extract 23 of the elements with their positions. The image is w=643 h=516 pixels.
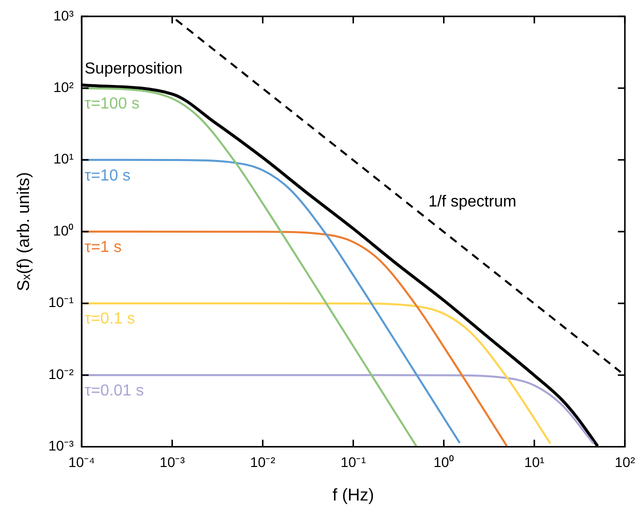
x-tick-label: 10⁻² xyxy=(250,454,276,470)
series-label: τ=1 s xyxy=(84,239,122,256)
series-label: Superposition xyxy=(84,60,182,78)
y-axis-title: Sₓ(f) (arb. units) xyxy=(14,172,33,292)
series-label: τ=100 s xyxy=(84,96,140,113)
y-tick-label: 10⁰ xyxy=(53,222,74,238)
series-label: τ=0.1 s xyxy=(84,310,135,328)
series-label: τ=10 s xyxy=(84,167,131,184)
y-tick-label: 10⁻³ xyxy=(48,438,74,454)
y-tick-label: 10¹ xyxy=(53,150,74,167)
series-label: 1/f spectrum xyxy=(428,193,516,210)
x-axis-title: f (Hz) xyxy=(332,485,374,504)
y-tick-label: 10² xyxy=(53,78,74,95)
x-tick-label: 10¹ xyxy=(524,454,545,470)
x-tick-label: 10⁻³ xyxy=(160,454,186,470)
series-label: τ=0.01 s xyxy=(84,382,144,400)
x-tick-label: 10⁻¹ xyxy=(340,454,366,470)
y-tick-label: 10⁻² xyxy=(48,366,74,382)
y-tick-label: 10³ xyxy=(53,7,74,24)
x-tick-label: 10⁻⁴ xyxy=(68,454,95,470)
y-tick-label: 10⁻¹ xyxy=(48,294,74,310)
x-tick-label: 10² xyxy=(614,454,636,470)
x-tick-label: 10⁰ xyxy=(434,454,454,470)
